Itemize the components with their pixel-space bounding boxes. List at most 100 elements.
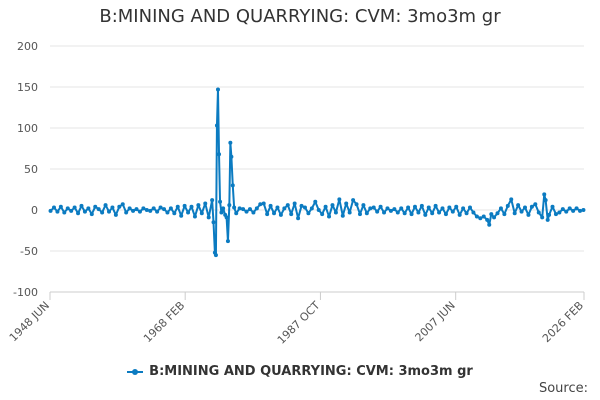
data-point[interactable] [426,205,431,210]
data-point[interactable] [357,212,362,217]
data-point[interactable] [578,208,583,213]
data-point[interactable] [443,212,448,217]
data-point[interactable] [567,206,572,211]
data-point[interactable] [364,211,369,216]
data-point[interactable] [516,203,521,208]
data-point[interactable] [203,201,208,206]
data-point[interactable] [219,210,224,215]
data-point[interactable] [368,206,373,211]
data-point[interactable] [234,211,239,216]
data-point[interactable] [192,214,197,219]
data-point[interactable] [82,209,87,214]
data-point[interactable] [199,211,204,216]
data-point[interactable] [214,123,219,128]
data-point[interactable] [409,212,414,217]
data-point[interactable] [536,210,541,215]
data-point[interactable] [89,212,94,217]
data-point[interactable] [320,212,325,217]
data-point[interactable] [354,202,359,207]
data-point[interactable] [388,208,393,213]
data-point[interactable] [168,206,173,211]
data-point[interactable] [487,222,492,227]
data-point[interactable] [498,206,503,211]
data-point[interactable] [107,209,111,214]
data-point[interactable] [581,208,586,212]
data-point[interactable] [306,211,311,216]
data-point[interactable] [323,204,328,209]
data-point[interactable] [471,210,476,215]
data-point[interactable] [351,198,356,203]
data-point[interactable] [251,210,256,215]
data-point[interactable] [158,205,163,210]
data-point[interactable] [447,205,452,210]
data-point[interactable] [244,209,249,214]
data-point[interactable] [302,205,307,210]
data-point[interactable] [285,203,290,208]
data-point[interactable] [489,212,494,217]
data-point[interactable] [450,209,455,214]
data-point[interactable] [175,204,180,209]
data-point[interactable] [196,203,201,208]
data-point[interactable] [553,212,558,217]
data-point[interactable] [361,203,366,208]
data-point[interactable] [151,206,156,211]
data-point[interactable] [206,215,211,220]
data-point[interactable] [512,211,517,216]
data-point[interactable] [382,210,387,215]
data-point[interactable] [189,204,194,209]
data-point[interactable] [103,203,108,208]
data-point[interactable] [113,212,118,217]
data-point[interactable] [509,197,514,202]
data-point[interactable] [76,211,81,216]
data-point[interactable] [93,204,98,209]
data-point[interactable] [492,215,497,220]
data-point[interactable] [58,204,63,209]
data-point[interactable] [385,206,390,211]
data-point[interactable] [330,203,335,208]
data-point[interactable] [481,214,486,219]
data-point[interactable] [254,206,259,211]
data-point[interactable] [211,220,216,225]
data-point[interactable] [337,197,342,202]
data-point[interactable] [86,206,91,211]
data-point[interactable] [237,206,242,211]
data-point[interactable] [461,206,466,211]
data-point[interactable] [120,202,125,207]
data-point[interactable] [430,211,435,216]
data-point[interactable] [533,202,538,207]
data-point[interactable] [327,214,332,219]
data-point[interactable] [340,213,345,218]
data-point[interactable] [278,212,283,217]
data-point[interactable] [265,212,270,217]
data-point[interactable] [165,210,170,215]
data-point[interactable] [275,205,280,210]
data-point[interactable] [309,206,314,211]
data-point[interactable] [229,154,234,159]
data-point[interactable] [227,203,232,208]
data-point[interactable] [224,215,229,220]
data-point[interactable] [241,207,246,212]
data-point[interactable] [571,208,576,213]
data-point[interactable] [399,206,404,211]
data-point[interactable] [292,201,297,206]
data-point[interactable] [547,212,552,217]
data-point[interactable] [213,253,218,258]
data-point[interactable] [402,211,407,216]
data-point[interactable] [406,205,411,210]
data-point[interactable] [464,211,469,216]
data-point[interactable] [79,203,84,208]
data-point[interactable] [344,201,349,206]
data-point[interactable] [232,205,237,210]
data-point[interactable] [423,212,428,217]
data-point[interactable] [186,210,191,215]
data-point[interactable] [155,209,160,214]
data-point[interactable] [467,205,472,210]
data-point[interactable] [550,204,555,209]
data-point[interactable] [69,208,74,213]
data-point[interactable] [127,206,132,211]
data-point[interactable] [545,217,550,222]
data-point[interactable] [258,202,263,207]
data-point[interactable] [117,204,122,209]
data-point[interactable] [51,205,56,210]
data-point[interactable] [162,207,167,212]
